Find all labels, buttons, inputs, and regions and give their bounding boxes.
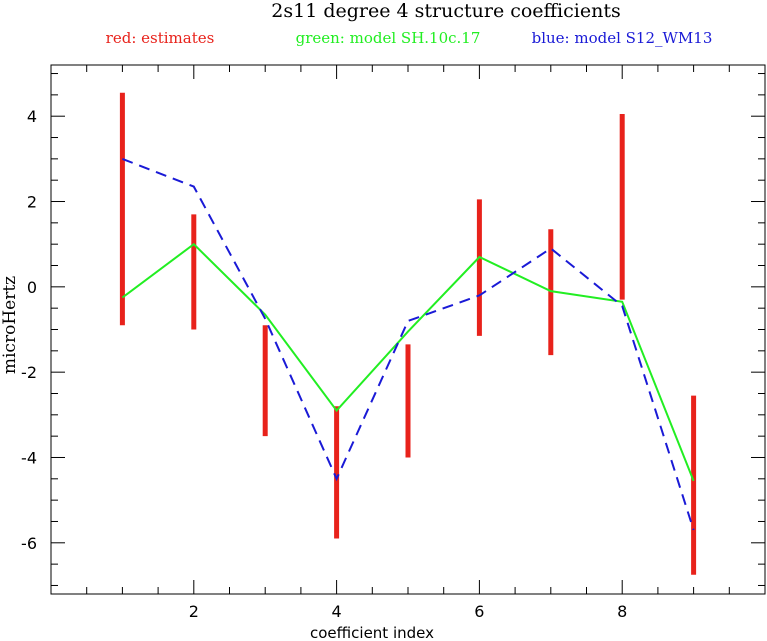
y-tick-label: -4 (21, 448, 37, 467)
x-tick-label: 6 (474, 602, 484, 621)
y-tick-label: -6 (21, 534, 37, 553)
x-tick-label: 4 (332, 602, 342, 621)
series-line-green (121, 242, 695, 482)
legend-model-s12wm13: blue: model S12_WM13 (532, 29, 713, 47)
legend-model-sh10c17: green: model SH.10c.17 (296, 29, 481, 47)
x-tick-label: 2 (189, 602, 199, 621)
x-axis-label: coefficient index (310, 624, 434, 641)
chart-title: 2s11 degree 4 structure coefficients (271, 0, 620, 22)
estimate-bars (119, 92, 697, 575)
x-tick-label: 8 (617, 602, 627, 621)
series-line-blue (122, 157, 695, 531)
legend-estimates: red: estimates (106, 29, 215, 47)
model-series (121, 157, 695, 531)
y-tick-label: 4 (27, 107, 37, 126)
tick-labels: 2 4 6 8 4 2 0 -2 -4 -6 (21, 107, 627, 621)
y-tick-label: 2 (27, 193, 37, 212)
plot-frame (50, 64, 766, 595)
axis-ticks (51, 65, 765, 594)
y-tick-label: 0 (27, 278, 37, 297)
y-tick-label: -2 (21, 363, 37, 382)
y-axis-label: microHertz (0, 276, 20, 374)
